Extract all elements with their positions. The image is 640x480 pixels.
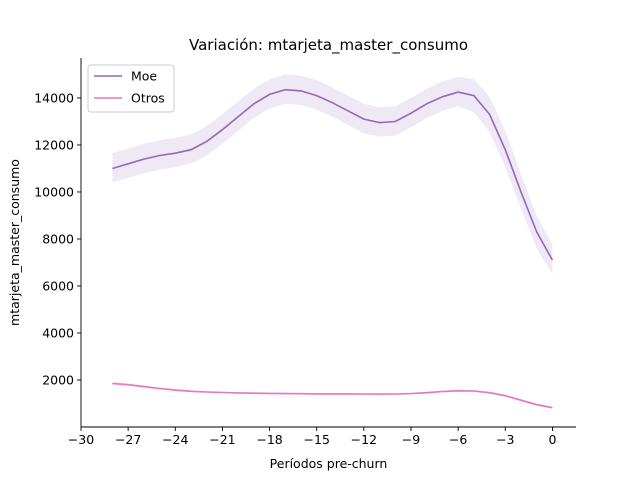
y-tick-label: 2000 xyxy=(42,372,74,387)
series-line-moe xyxy=(112,88,554,261)
x-tick-label: −21 xyxy=(209,432,235,447)
series-lines xyxy=(112,88,554,409)
x-ticks: −30 −27 −24 −21 −18 −15 −12 −9 −6 −3 0 xyxy=(68,427,556,447)
confidence-bands xyxy=(112,74,553,409)
x-tick-label: −3 xyxy=(496,432,514,447)
y-tick-label: 6000 xyxy=(42,278,74,293)
x-tick-label: −27 xyxy=(115,432,141,447)
series-line-otros xyxy=(112,382,553,409)
axes xyxy=(80,58,576,428)
x-tick-label: −12 xyxy=(351,432,377,447)
legend-label-otros: Otros xyxy=(131,91,165,106)
y-tick-label: 10000 xyxy=(34,184,74,199)
ci-band-moe xyxy=(112,74,553,275)
x-tick-label: 0 xyxy=(548,432,556,447)
x-tick-label: −15 xyxy=(304,432,330,447)
x-tick-label: −18 xyxy=(256,432,282,447)
legend-label-moe: Moe xyxy=(131,69,157,84)
legend: Moe Otros xyxy=(87,64,175,113)
y-tick-label: 14000 xyxy=(34,90,74,105)
ci-band-otros xyxy=(112,381,553,409)
y-tick-label: 12000 xyxy=(34,137,74,152)
y-axis-label: mtarjeta_master_consumo xyxy=(7,159,22,326)
y-tick-label: 8000 xyxy=(42,231,74,246)
x-tick-label: −30 xyxy=(68,432,94,447)
x-axis-label: Períodos pre-churn xyxy=(270,456,388,471)
x-tick-label: −9 xyxy=(402,432,420,447)
chart-title: Variación: mtarjeta_master_consumo xyxy=(189,36,468,55)
y-ticks: 2000 4000 6000 8000 10000 12000 14000 xyxy=(34,90,81,387)
y-tick-label: 4000 xyxy=(42,325,74,340)
x-tick-label: −6 xyxy=(449,432,467,447)
x-tick-label: −24 xyxy=(162,432,188,447)
